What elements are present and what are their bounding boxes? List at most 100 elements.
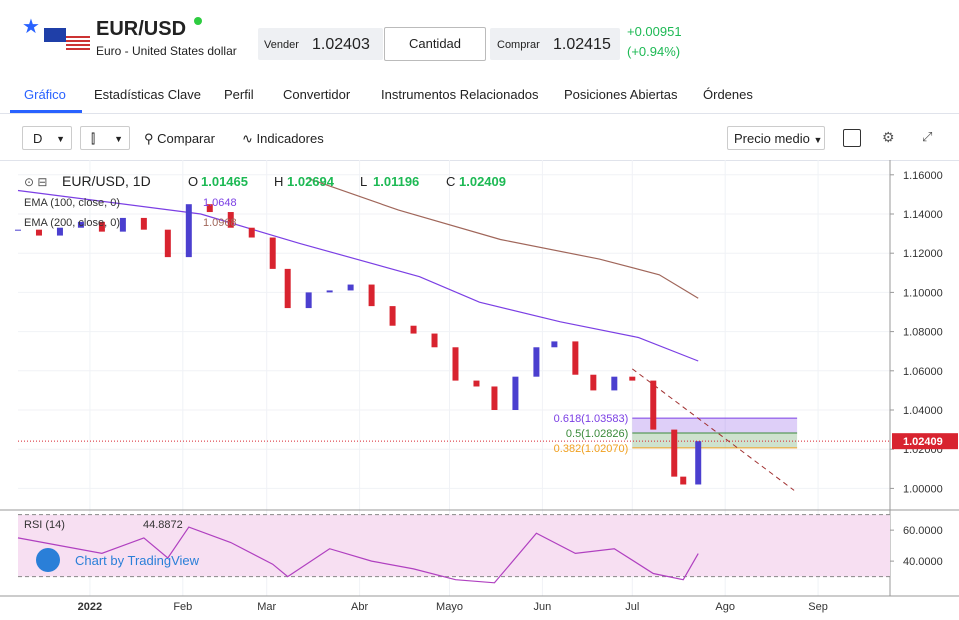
interval-select[interactable]: D ▼ — [22, 126, 72, 150]
candle — [227, 212, 234, 228]
ohlc-label: C — [446, 174, 455, 189]
candle — [140, 217, 147, 230]
candle — [269, 237, 276, 269]
fib-label: 0.5(1.02826) — [566, 428, 628, 440]
y-tick-label: 1.16000 — [903, 170, 943, 182]
us-flag — [66, 36, 90, 52]
candle — [431, 333, 438, 348]
trendline — [631, 368, 795, 491]
y-tick-label: 1.00000 — [903, 483, 943, 495]
tab[interactable]: Posiciones Abiertas — [564, 87, 678, 102]
x-tick-label: Abr — [351, 601, 368, 613]
star-icon[interactable]: ★ — [22, 16, 40, 38]
divider — [0, 160, 959, 161]
y-tick-label: 1.12000 — [903, 248, 943, 260]
compare-button[interactable]: ⚲ Comparar — [144, 131, 215, 146]
chart-style-select[interactable]: ⫿ ▼ — [80, 126, 130, 150]
sell-box[interactable]: Vender 1.02403 — [258, 28, 383, 60]
checkbox[interactable] — [843, 129, 861, 147]
candle — [452, 347, 459, 381]
candle — [572, 341, 579, 375]
description: Euro - United States dollar — [96, 44, 237, 58]
candle — [119, 217, 126, 232]
buy-price: 1.02415 — [553, 36, 611, 53]
fib-label: 0.382(1.02070) — [554, 443, 629, 455]
eu-flag — [44, 28, 66, 42]
x-tick-label: Jul — [625, 601, 639, 613]
y-tick-label: 1.14000 — [903, 209, 943, 221]
tab[interactable]: Estadísticas Clave — [94, 87, 201, 102]
caret: ▼ — [813, 135, 823, 145]
ema-legend-value: 1.0648 — [203, 197, 237, 209]
x-tick-label: Sep — [808, 601, 828, 613]
quantity-label: Cantidad — [408, 36, 462, 51]
price-type: Precio medio — [734, 131, 810, 146]
watermark: Chart by TradingView — [75, 553, 200, 568]
change: +0.00951 — [627, 24, 682, 39]
chart: 2022 Feb Mar Abr Mayo Jun Jul Ago Sep 1.00000 1.02… — [0, 160, 959, 613]
tab[interactable]: Gráfico — [24, 87, 66, 102]
candle — [389, 306, 396, 326]
x-tick-label: Jun — [534, 601, 552, 613]
x-tick-label: Ago — [715, 601, 735, 613]
candle — [77, 221, 84, 228]
tab[interactable]: Instrumentos Relacionados — [381, 87, 539, 102]
candle — [185, 204, 192, 258]
candle — [347, 284, 354, 291]
ohlc-value: 1.02694 — [287, 174, 335, 189]
candle — [56, 227, 63, 236]
fib-band — [632, 433, 798, 448]
candle — [206, 204, 213, 213]
status-dot — [194, 17, 202, 25]
caret: ▼ — [56, 134, 65, 144]
x-tick-label: 2022 — [78, 601, 102, 613]
buy-box[interactable]: Comprar 1.02415 — [490, 28, 620, 60]
price-tag — [892, 433, 958, 450]
watermark-icon — [36, 548, 60, 572]
candle — [650, 380, 657, 430]
y-tick-label: 1.04000 — [903, 405, 943, 417]
candle — [326, 290, 333, 293]
tab[interactable]: Perfil — [224, 87, 254, 102]
legend-symbol: EUR/USD, 1D — [62, 173, 151, 189]
candle — [533, 347, 540, 377]
rsi-band — [18, 514, 890, 577]
ohlc-value: 1.02409 — [459, 174, 506, 189]
candle — [491, 386, 498, 410]
candle — [629, 376, 636, 381]
ema-legend: EMA (200, close, 0) — [24, 217, 120, 229]
ohlc-value: 1.01465 — [201, 174, 248, 189]
quantity-input[interactable]: Cantidad — [384, 27, 486, 61]
price-type-select[interactable]: Precio medio ▼ — [727, 126, 825, 150]
ema-legend: EMA (100, close, 0) — [24, 197, 120, 209]
settings-icon[interactable]: ⚙ — [882, 129, 895, 145]
candle — [164, 229, 171, 258]
ohlc-label: O — [188, 174, 198, 189]
candle — [98, 221, 105, 232]
candle — [35, 229, 42, 236]
tab[interactable]: Convertidor — [283, 87, 351, 102]
fullscreen-icon[interactable]: ⤢ — [922, 129, 933, 144]
indicators-label: Indicadores — [256, 131, 324, 146]
candle — [473, 380, 480, 387]
y-tick-label: 1.08000 — [903, 327, 943, 339]
rsi-legend: RSI (14) — [24, 519, 65, 531]
indicators-button[interactable]: ∿ Indicadores — [242, 131, 324, 146]
symbol: EUR/USD — [96, 18, 187, 40]
y-tick-label: 1.10000 — [903, 287, 943, 299]
candle — [284, 268, 291, 309]
ema-line — [308, 178, 699, 299]
ohlc-label: L — [360, 174, 367, 189]
divider — [0, 113, 959, 114]
fib-band — [632, 418, 798, 434]
candle — [15, 229, 21, 231]
ohlc-label: H — [274, 174, 283, 189]
rsi-tick-label: 40.0000 — [903, 556, 943, 568]
ema-legend-value: 1.0968 — [203, 217, 237, 229]
rsi-line — [17, 526, 699, 584]
tab[interactable]: Órdenes — [703, 87, 753, 102]
candle — [305, 292, 312, 309]
candle — [695, 441, 702, 485]
candle — [410, 325, 417, 334]
